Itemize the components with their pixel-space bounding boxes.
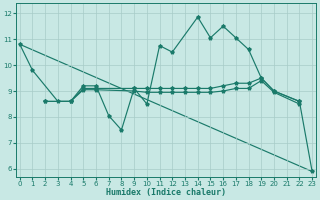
X-axis label: Humidex (Indice chaleur): Humidex (Indice chaleur) xyxy=(106,188,226,197)
